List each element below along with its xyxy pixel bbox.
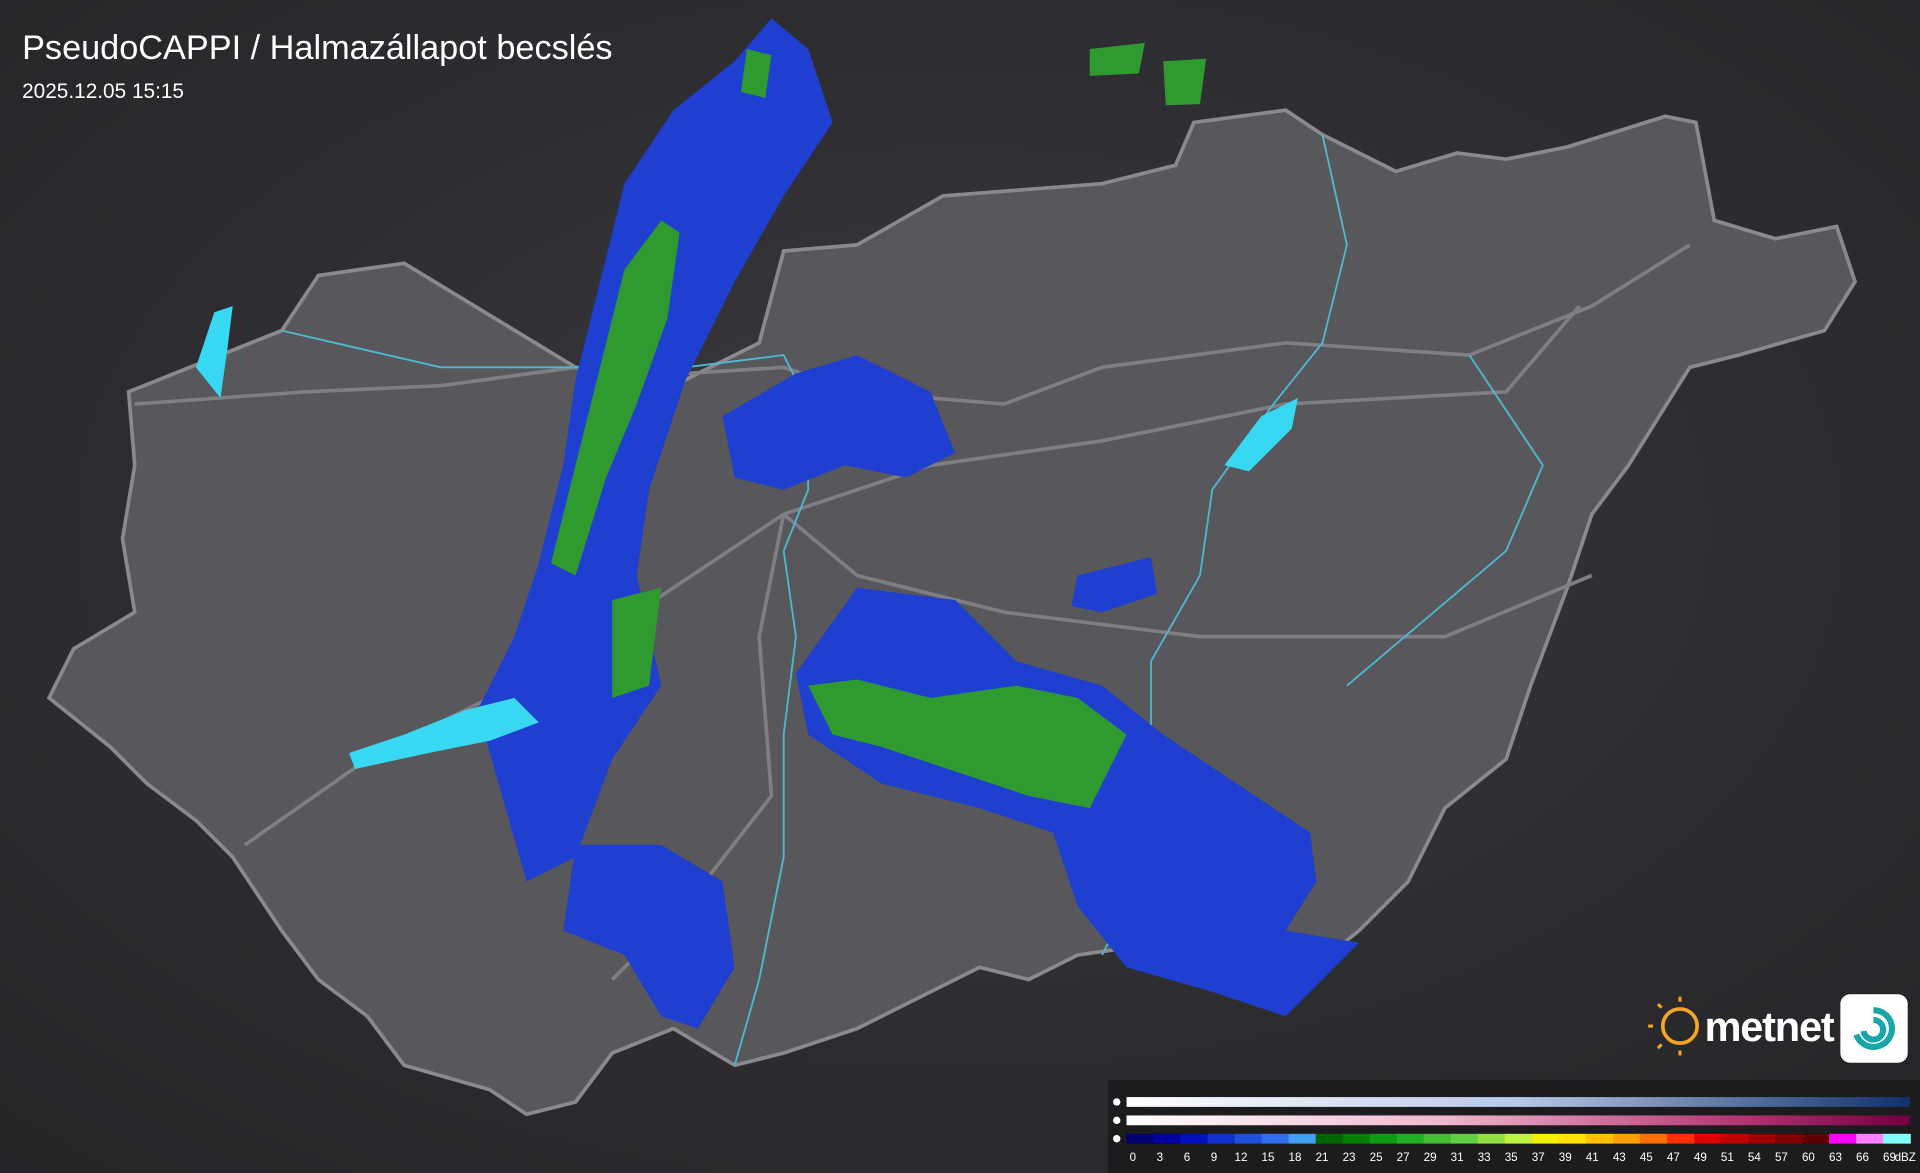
legend-tick: 41 [1586, 1151, 1599, 1164]
legend-tick: 31 [1451, 1151, 1464, 1164]
rain-swatch [1802, 1133, 1830, 1144]
legend-tick: 47 [1667, 1151, 1680, 1164]
legend-tick: 51 [1721, 1151, 1734, 1164]
legend-tick: 15 [1262, 1151, 1275, 1164]
rain-swatch [1856, 1133, 1884, 1144]
legend-tick: 3 [1157, 1151, 1163, 1164]
rain-swatch [1450, 1133, 1479, 1144]
legend-tick: 66 [1856, 1151, 1869, 1164]
rain-swatch [1829, 1133, 1857, 1144]
rain-swatch [1883, 1133, 1911, 1144]
rain-swatch [1639, 1133, 1668, 1144]
rain-swatch [1558, 1133, 1587, 1144]
rain-swatch [1423, 1133, 1452, 1144]
rain-swatch [1531, 1133, 1560, 1144]
rain-swatch [1748, 1133, 1776, 1144]
legend-tick: 60 [1802, 1151, 1815, 1164]
legend-tick: 0 [1130, 1151, 1137, 1164]
rain-swatch [1261, 1133, 1290, 1144]
rain-swatch [1288, 1133, 1317, 1144]
rain-swatch [1721, 1133, 1749, 1144]
mixed-scale [1126, 1115, 1911, 1126]
legend-tick: 33 [1478, 1151, 1491, 1164]
legend-tick: 45 [1640, 1151, 1653, 1164]
legend-tick: 49 [1694, 1151, 1707, 1164]
rain-swatch [1396, 1133, 1425, 1144]
snow-scale [1126, 1097, 1911, 1107]
logo: metnet [1648, 994, 1908, 1063]
rain-swatch [1342, 1133, 1371, 1144]
legend-tick: 69 [1883, 1151, 1896, 1164]
rain-swatch [1693, 1133, 1722, 1144]
lakes [195, 306, 1298, 769]
legend-tick: 35 [1505, 1151, 1518, 1164]
legend-tick: 18 [1289, 1151, 1302, 1164]
legend-tick: 27 [1397, 1151, 1410, 1164]
rain-swatch [1369, 1133, 1398, 1144]
rain-swatch [1315, 1133, 1344, 1144]
legend-unit: dBZ [1895, 1151, 1916, 1164]
rain-swatch [1126, 1133, 1155, 1144]
legend-tick: 57 [1775, 1151, 1788, 1164]
rain-swatch [1612, 1133, 1641, 1144]
timestamp: 2025.12.05 15:15 [22, 80, 184, 103]
legend-tick: 9 [1211, 1151, 1217, 1164]
legend-tick: 25 [1370, 1151, 1383, 1164]
legend: 0 3 6 9 12 15 18 21 23 25 27 29 31 33 35 37 39 41 43 45 47 49… [1108, 1079, 1920, 1173]
rain-swatch [1504, 1133, 1533, 1144]
rain-swatch [1585, 1133, 1614, 1144]
legend-tick: 54 [1748, 1151, 1761, 1164]
rain-swatch [1207, 1133, 1236, 1144]
rain-swatch [1234, 1133, 1263, 1144]
legend-tick: 6 [1184, 1151, 1190, 1164]
legend-tick: 63 [1829, 1151, 1842, 1164]
rain-swatch [1180, 1133, 1209, 1144]
legend-tick: 21 [1316, 1151, 1329, 1164]
rain-swatch [1153, 1133, 1182, 1144]
rain-swatch [1477, 1133, 1506, 1144]
rain-swatch [1775, 1133, 1803, 1144]
legend-tick: 12 [1235, 1151, 1248, 1164]
radar-echoes [477, 18, 1360, 1029]
rain-swatch [1666, 1133, 1695, 1144]
legend-tick: 29 [1424, 1151, 1437, 1164]
legend-tick: 39 [1559, 1151, 1572, 1164]
legend-tick: 37 [1532, 1151, 1545, 1164]
legend-tick: 23 [1343, 1151, 1356, 1164]
legend-tick: 43 [1613, 1151, 1626, 1164]
title: PseudoCAPPI / Halmazállapot becslés [22, 29, 612, 67]
logo-text: metnet [1704, 1003, 1834, 1050]
